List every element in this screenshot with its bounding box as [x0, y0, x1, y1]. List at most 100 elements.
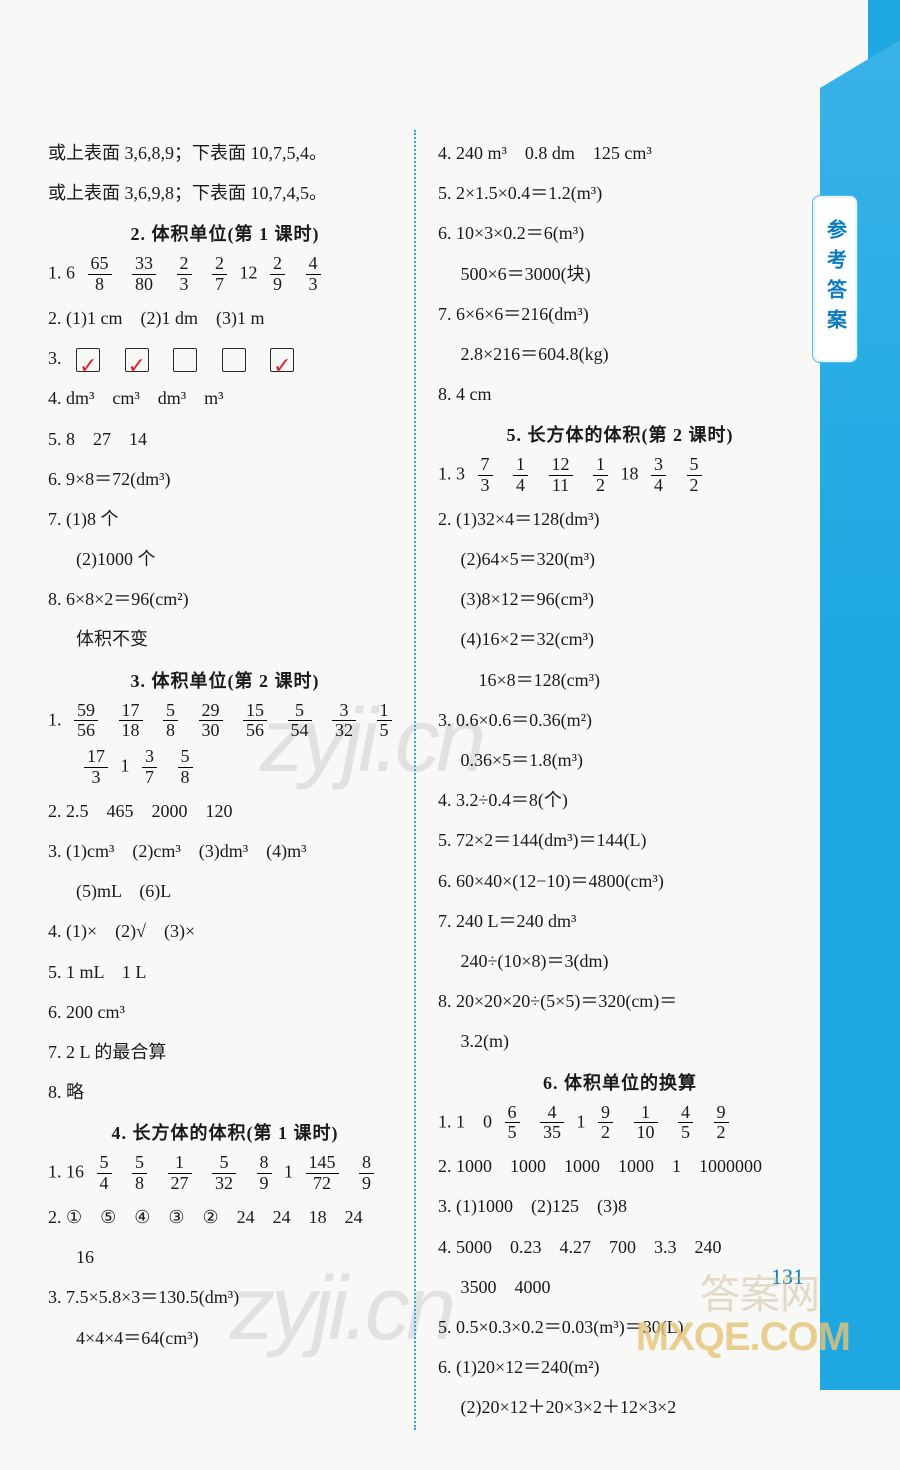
answer-line: 2. (1)1 cm (2)1 dm (3)1 m — [48, 301, 402, 335]
answer-line: 2. 1000 1000 1000 1000 1 1000000 — [438, 1149, 802, 1183]
answer-line: 5. 72×2＝144(dm³)＝144(L) — [438, 823, 802, 857]
answer-line: 3. 0.6×0.6＝0.36(m²) — [438, 703, 802, 737]
answer-line: 3. — [48, 341, 402, 375]
answer-line: 4. dm³ cm³ dm³ m³ — [48, 381, 402, 415]
q-lead: 1. 3 — [438, 464, 465, 484]
text-line: 或上表面 3,6,9,8；下表面 10,7,4,5。 — [48, 176, 402, 210]
fraction: 1211 — [549, 455, 573, 496]
mid-num: 1 — [284, 1162, 293, 1182]
fraction: 127 — [168, 1153, 192, 1194]
q-lead: 3. — [48, 348, 62, 368]
answer-line: 5. 8 27 14 — [48, 422, 402, 456]
fraction: 58 — [163, 701, 178, 742]
fraction: 435 — [540, 1103, 564, 1144]
bottom-stamp: MXQE.COM — [636, 1315, 850, 1360]
fraction: 12 — [593, 455, 608, 496]
answer-line: 1. 16 54 58 127 532 89 1 14572 89 — [48, 1153, 402, 1194]
fraction: 92 — [714, 1103, 729, 1144]
answer-line: 16 — [48, 1240, 402, 1274]
answer-line: 4. (1)× (2)√ (3)× — [48, 914, 402, 948]
checkbox-icon — [270, 348, 294, 372]
fraction: 2930 — [199, 701, 223, 742]
checkbox-icon — [173, 348, 197, 372]
answer-line: 2. (1)32×4＝128(dm³) — [438, 502, 802, 536]
answer-line: 6. 60×40×(12−10)＝4800(cm³) — [438, 864, 802, 898]
answer-line: 4. 5000 0.23 4.27 700 3.3 240 — [438, 1230, 802, 1264]
q-lead: 1. 6 — [48, 263, 75, 283]
fraction: 54 — [97, 1153, 112, 1194]
answer-line: 8. 6×8×2＝96(cm²) — [48, 582, 402, 616]
checkbox-icon — [125, 348, 149, 372]
answer-line: 2.8×216＝604.8(kg) — [438, 337, 802, 371]
section-heading: 4. 长方体的体积(第 1 课时) — [48, 1119, 402, 1145]
answer-line: 8. 20×20×20÷(5×5)＝320(cm)＝ — [438, 984, 802, 1018]
section-heading: 3. 体积单位(第 2 课时) — [48, 667, 402, 693]
answer-line: 4. 3.2÷0.4＝8(个) — [438, 783, 802, 817]
fraction: 58 — [132, 1153, 147, 1194]
q-lead: 1. — [48, 709, 62, 729]
answer-line: 7. 2 L 的最合算 — [48, 1035, 402, 1069]
fraction: 52 — [687, 455, 702, 496]
answer-line: 5. 1 mL 1 L — [48, 955, 402, 989]
text-line: 或上表面 3,6,8,9；下表面 10,7,5,4。 — [48, 136, 402, 170]
answer-line: 3. (1)1000 (2)125 (3)8 — [438, 1189, 802, 1223]
fraction: 14 — [513, 455, 528, 496]
fraction: 45 — [678, 1103, 693, 1144]
section-heading: 5. 长方体的体积(第 2 课时) — [438, 421, 802, 447]
fraction: 37 — [142, 747, 157, 788]
answer-line: 4×4×4＝64(cm³) — [48, 1321, 402, 1355]
answer-line: 1. 6 658 3380 23 27 12 29 43 — [48, 254, 402, 295]
answer-line: 3.2(m) — [438, 1024, 802, 1058]
answer-line: 3. (1)cm³ (2)cm³ (3)dm³ (4)m³ — [48, 834, 402, 868]
fraction: 58 — [178, 747, 193, 788]
fraction: 65 — [505, 1103, 520, 1144]
fraction: 73 — [478, 455, 493, 496]
fraction: 29 — [270, 254, 285, 295]
fraction: 173 — [84, 747, 108, 788]
answer-line: 0.36×5＝1.8(m³) — [438, 743, 802, 777]
fraction: 89 — [257, 1153, 272, 1194]
answer-line: 6. 10×3×0.2＝6(m³) — [438, 216, 802, 250]
fraction: 34 — [651, 455, 666, 496]
answer-line: (3)8×12＝96(cm³) — [438, 582, 802, 616]
fraction: 92 — [598, 1103, 613, 1144]
mid-num: 12 — [240, 263, 258, 283]
answer-line: (2)1000 个 — [48, 542, 402, 576]
answer-line: 7. 6×6×6＝216(dm³) — [438, 297, 802, 331]
q-lead: 1. 16 — [48, 1162, 84, 1182]
column-divider — [414, 130, 416, 1430]
fraction: 23 — [177, 254, 192, 295]
bottom-stamp-cn: 答案网 — [700, 1262, 820, 1320]
answer-line: 1. 3 73 14 1211 12 18 34 52 — [438, 455, 802, 496]
answer-line: 7. (1)8 个 — [48, 502, 402, 536]
answer-line: 16×8＝128(cm³) — [438, 663, 802, 697]
page-content: 或上表面 3,6,8,9；下表面 10,7,5,4。 或上表面 3,6,9,8；… — [0, 0, 900, 1470]
fraction: 1718 — [119, 701, 143, 742]
answer-line: 1. 5956 1718 58 2930 1556 554 332 15 — [48, 701, 402, 742]
answer-line: 6. 9×8＝72(dm³) — [48, 462, 402, 496]
fraction: 5956 — [74, 701, 98, 742]
answer-line: 240÷(10×8)＝3(dm) — [438, 944, 802, 978]
answer-line: 6. 200 cm³ — [48, 995, 402, 1029]
mid-num: 1 — [577, 1111, 586, 1131]
fraction: 658 — [88, 254, 112, 295]
checkbox-icon — [76, 348, 100, 372]
right-column: 4. 240 m³ 0.8 dm 125 cm³ 5. 2×1.5×0.4＝1.… — [420, 130, 810, 1430]
answer-line: 体积不变 — [48, 622, 402, 656]
answer-line: 5. 2×1.5×0.4＝1.2(m³) — [438, 176, 802, 210]
fraction: 14572 — [306, 1153, 339, 1194]
answer-line: 4. 240 m³ 0.8 dm 125 cm³ — [438, 136, 802, 170]
left-column: 或上表面 3,6,8,9；下表面 10,7,5,4。 或上表面 3,6,9,8；… — [40, 130, 410, 1430]
mid-num: 1 — [121, 756, 130, 776]
section-heading: 2. 体积单位(第 1 课时) — [48, 220, 402, 246]
fraction: 1556 — [243, 701, 267, 742]
fraction: 554 — [288, 701, 312, 742]
fraction: 43 — [306, 254, 321, 295]
answer-line: 3. 7.5×5.8×3＝130.5(dm³) — [48, 1280, 402, 1314]
answer-line: (5)mL (6)L — [48, 874, 402, 908]
checkbox-icon — [222, 348, 246, 372]
answer-line: 173 1 37 58 — [48, 747, 402, 788]
fraction: 3380 — [132, 254, 156, 295]
answer-line: 500×6＝3000(块) — [438, 257, 802, 291]
fraction: 89 — [359, 1153, 374, 1194]
